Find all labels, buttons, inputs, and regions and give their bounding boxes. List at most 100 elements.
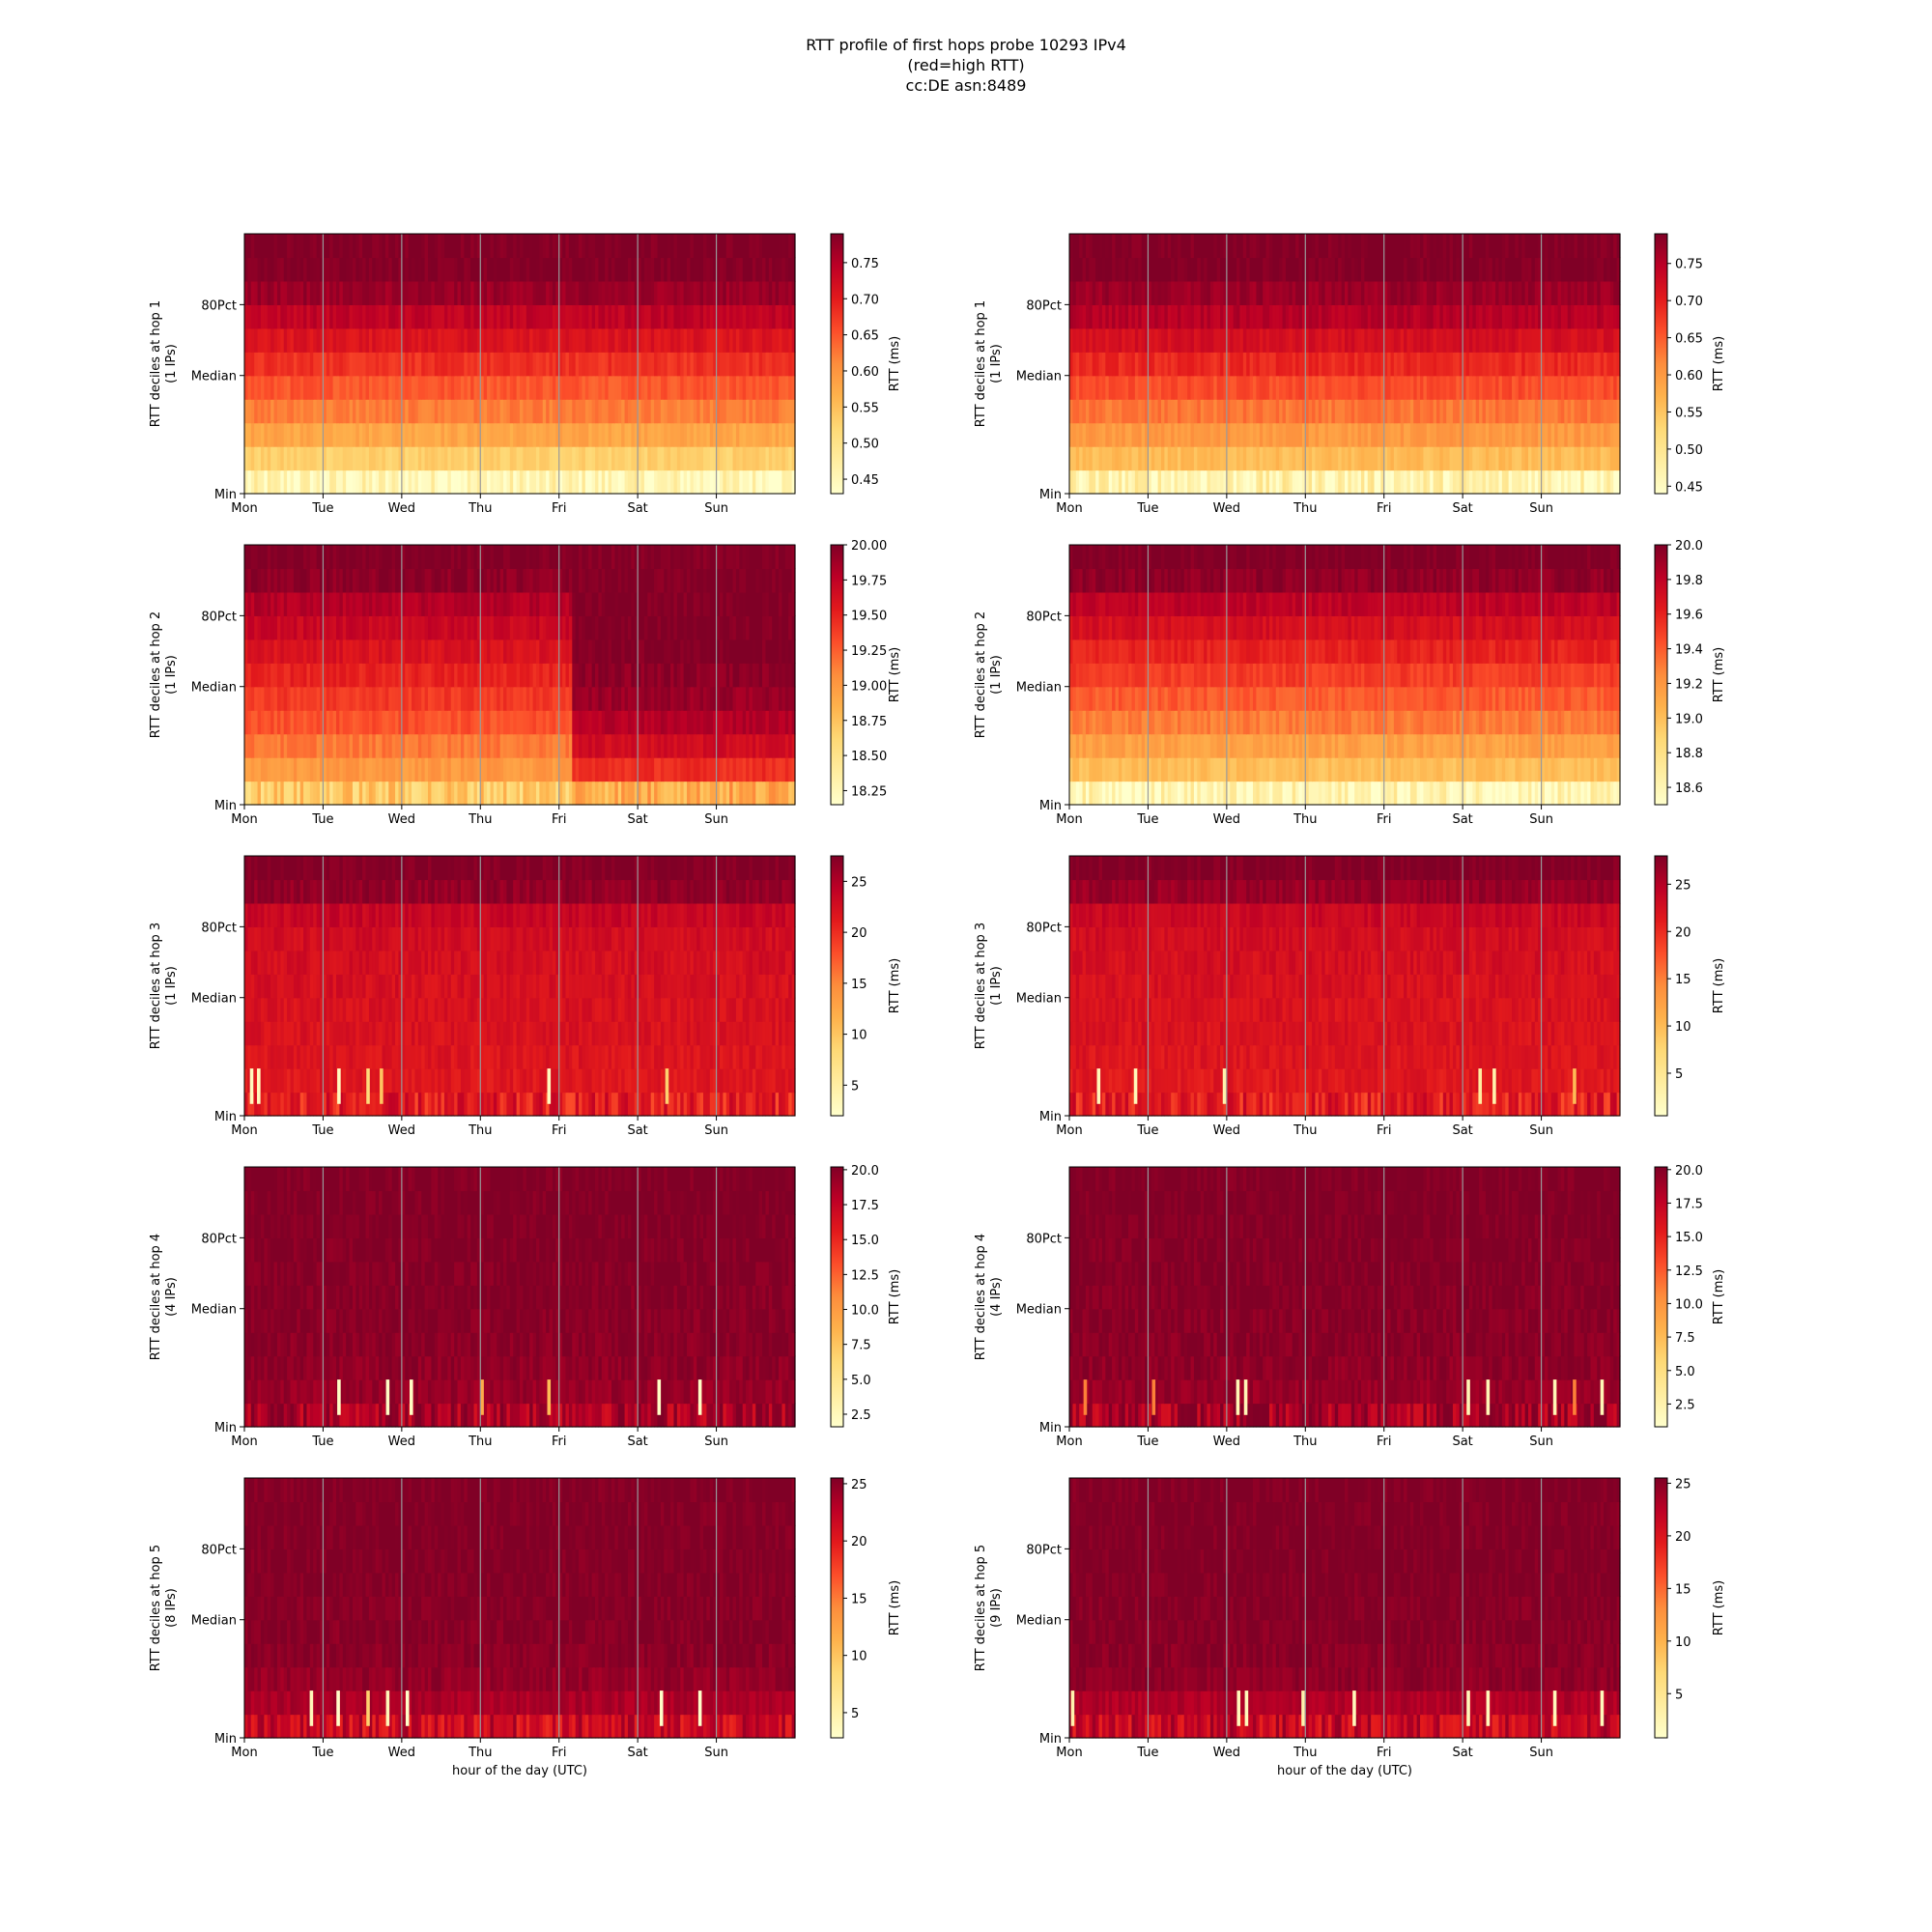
heat-cell bbox=[431, 781, 436, 806]
heat-cell bbox=[1230, 234, 1235, 259]
heat-cell bbox=[1550, 257, 1555, 282]
heat-cell bbox=[739, 757, 744, 782]
heat-cell bbox=[535, 710, 540, 735]
heat-cell bbox=[640, 422, 645, 447]
heat-cell bbox=[1131, 446, 1136, 471]
heat-cell bbox=[546, 663, 551, 688]
heat-cell bbox=[1482, 352, 1487, 377]
colorbar-tick-label: 0.75 bbox=[851, 257, 879, 271]
heat-cell bbox=[582, 639, 586, 664]
heat-cell bbox=[627, 663, 632, 688]
heat-cell bbox=[680, 422, 685, 447]
heat-cell bbox=[1564, 280, 1569, 305]
heat-cell bbox=[1468, 352, 1473, 377]
heat-cell bbox=[329, 304, 334, 329]
heat-cell bbox=[703, 781, 707, 806]
heat-cell bbox=[1345, 422, 1349, 447]
heat-cell bbox=[1318, 327, 1322, 353]
heat-cell bbox=[352, 446, 356, 471]
heat-cell bbox=[1082, 422, 1087, 447]
heat-cell bbox=[582, 375, 586, 400]
heat-cell bbox=[391, 781, 396, 806]
heat-cell bbox=[270, 280, 275, 305]
heat-cell bbox=[1138, 375, 1143, 400]
heat-cell bbox=[1574, 327, 1578, 353]
heat-cell bbox=[332, 733, 337, 758]
heat-cell bbox=[1213, 257, 1218, 282]
heat-cell bbox=[280, 327, 285, 353]
heat-cell bbox=[424, 757, 429, 782]
heat-cell bbox=[306, 710, 311, 735]
heat-cell bbox=[664, 446, 668, 471]
heat-cell bbox=[1404, 257, 1408, 282]
heat-cell bbox=[398, 422, 403, 447]
heat-cell bbox=[1193, 280, 1198, 305]
heat-cell bbox=[732, 257, 737, 282]
heat-cell bbox=[687, 469, 692, 495]
heat-cell bbox=[264, 639, 269, 664]
heat-cell bbox=[443, 327, 448, 353]
heat-cell bbox=[1108, 257, 1113, 282]
heat-cell bbox=[631, 469, 636, 495]
heat-cell bbox=[1409, 304, 1414, 329]
heat-cell bbox=[1380, 304, 1385, 329]
heat-cell bbox=[1587, 469, 1592, 495]
heat-cell bbox=[365, 257, 370, 282]
heat-cell bbox=[1459, 304, 1463, 329]
heat-cell bbox=[1534, 469, 1539, 495]
heat-cell bbox=[1207, 257, 1211, 282]
heat-cell bbox=[1524, 234, 1529, 259]
heat-cell bbox=[497, 304, 501, 329]
heat-cell bbox=[667, 422, 671, 447]
heat-cell bbox=[1548, 280, 1552, 305]
heat-cell bbox=[1321, 446, 1326, 471]
heat-cell bbox=[1604, 304, 1608, 329]
heat-cell bbox=[1341, 257, 1346, 282]
heat-cell bbox=[1567, 375, 1572, 400]
heat-cell bbox=[1574, 352, 1578, 377]
heat-cell bbox=[372, 733, 377, 758]
heat-cell bbox=[365, 304, 370, 329]
heat-cell bbox=[523, 781, 527, 806]
heat-cell bbox=[355, 686, 360, 711]
heat-cell bbox=[631, 304, 636, 329]
heat-cell bbox=[667, 446, 671, 471]
heat-cell bbox=[575, 781, 580, 806]
heat-cell bbox=[558, 375, 563, 400]
heat-cell bbox=[421, 280, 426, 305]
heat-cell bbox=[1560, 280, 1565, 305]
heat-cell bbox=[320, 257, 325, 282]
heat-cell bbox=[417, 422, 422, 447]
heat-cell bbox=[1207, 469, 1211, 495]
heat-cell bbox=[431, 663, 436, 688]
heat-cell bbox=[303, 422, 308, 447]
heat-cell bbox=[460, 710, 465, 735]
heat-cell bbox=[673, 422, 678, 447]
heat-cell bbox=[1095, 469, 1100, 495]
heat-cell bbox=[1580, 469, 1585, 495]
heat-cell bbox=[1289, 257, 1293, 282]
heat-cell bbox=[1390, 352, 1395, 377]
heat-cell bbox=[1256, 304, 1261, 329]
heat-cell bbox=[723, 257, 727, 282]
heat-cell bbox=[520, 757, 524, 782]
heat-cell bbox=[283, 686, 288, 711]
heat-cell bbox=[244, 446, 248, 471]
heat-cell bbox=[1075, 399, 1080, 424]
heat-cell bbox=[1452, 469, 1457, 495]
heat-cell bbox=[1393, 422, 1398, 447]
heat-cell bbox=[1118, 234, 1122, 259]
heat-cell bbox=[460, 257, 465, 282]
heat-cell bbox=[447, 352, 452, 377]
heat-cell bbox=[336, 352, 340, 377]
heat-cell bbox=[732, 327, 737, 353]
heat-cell bbox=[1518, 257, 1522, 282]
heat-cell bbox=[454, 733, 459, 758]
heat-cell bbox=[382, 375, 386, 400]
heat-cell bbox=[254, 327, 259, 353]
heat-cell bbox=[336, 710, 340, 735]
heat-cell bbox=[1167, 399, 1172, 424]
heat-cell bbox=[464, 234, 469, 259]
heat-cell bbox=[447, 304, 452, 329]
heat-cell bbox=[362, 446, 367, 471]
